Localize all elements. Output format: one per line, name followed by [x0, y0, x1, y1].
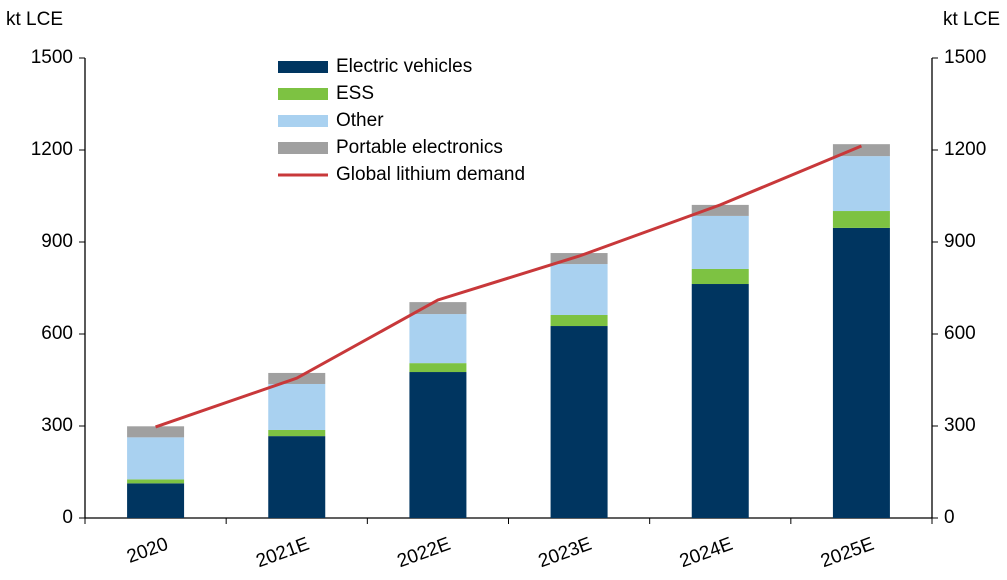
y-tick-label: 1200 [31, 139, 73, 160]
y-tick-label: 300 [41, 415, 73, 436]
y2-axis-label: kt LCE [943, 9, 1000, 30]
bar-segment [550, 264, 608, 315]
bar-segment [127, 479, 185, 484]
legend-swatch [278, 142, 328, 154]
bar-segment [409, 363, 467, 373]
bar-segment [409, 314, 467, 364]
bar-segment [268, 436, 326, 518]
legend-label: Other [336, 110, 384, 131]
bar-segment [832, 144, 890, 157]
bar-segment [268, 429, 326, 437]
x-tick-label: 2021E [253, 534, 312, 573]
x-tick-label: 2020 [124, 534, 171, 568]
bar-segment [409, 372, 467, 518]
legend-swatch [278, 88, 328, 100]
bar-segment [832, 211, 890, 228]
bar-segment [127, 426, 185, 438]
y-tick-label: 1500 [31, 47, 73, 68]
bar-segment [127, 483, 185, 518]
x-tick-label: 2022E [395, 534, 454, 573]
y2-tick-label: 900 [944, 231, 976, 252]
bar-segment [691, 204, 749, 216]
bar-segment [127, 437, 185, 480]
bar-segment [268, 383, 326, 430]
y2-tick-label: 0 [944, 507, 955, 528]
bar-segment [550, 326, 608, 518]
bar-segment [409, 302, 467, 315]
legend-label: Portable electronics [336, 137, 503, 158]
bar-segment [550, 253, 608, 265]
x-tick-label: 2024E [677, 534, 736, 573]
legend-label: Global lithium demand [336, 164, 525, 185]
y2-tick-label: 1500 [944, 47, 986, 68]
bar-segment [691, 215, 749, 269]
y-tick-label: 600 [41, 323, 73, 344]
x-tick-label: 2025E [818, 534, 877, 573]
bar-segment [550, 314, 608, 327]
line-series [155, 144, 862, 429]
y-tick-label: 0 [62, 507, 73, 528]
legend-label: Electric vehicles [336, 56, 472, 77]
x-tick-label: 2023E [536, 534, 595, 573]
y2-tick-label: 300 [944, 415, 976, 436]
y2-tick-label: 1200 [944, 139, 986, 160]
y2-tick-label: 600 [944, 323, 976, 344]
bar-segment [832, 227, 890, 519]
legend-label: ESS [336, 83, 374, 104]
y-axis-label: kt LCE [6, 9, 63, 30]
y-tick-label: 900 [41, 231, 73, 252]
bar-segment [691, 268, 749, 285]
bar-segment [691, 284, 749, 518]
bar-segment [832, 156, 890, 212]
legend-swatch [278, 61, 328, 73]
legend-swatch [278, 115, 328, 127]
